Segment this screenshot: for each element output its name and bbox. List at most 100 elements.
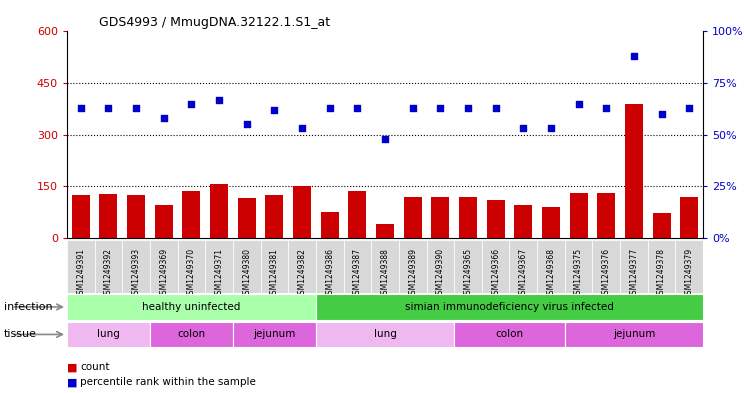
Text: colon: colon xyxy=(177,329,205,340)
Text: GSM1249380: GSM1249380 xyxy=(243,248,251,299)
Text: GSM1249370: GSM1249370 xyxy=(187,248,196,299)
Bar xyxy=(316,321,454,347)
Text: GSM1249376: GSM1249376 xyxy=(602,248,611,299)
Bar xyxy=(565,240,592,293)
Text: simian immunodeficiency virus infected: simian immunodeficiency virus infected xyxy=(405,302,614,312)
Text: percentile rank within the sample: percentile rank within the sample xyxy=(80,377,256,387)
Bar xyxy=(150,240,178,293)
Text: GSM1249382: GSM1249382 xyxy=(298,248,307,299)
Text: GSM1249368: GSM1249368 xyxy=(546,248,556,299)
Text: GSM1249386: GSM1249386 xyxy=(325,248,334,299)
Bar xyxy=(100,194,118,238)
Text: ■: ■ xyxy=(67,377,77,387)
Text: GSM1249367: GSM1249367 xyxy=(519,248,527,299)
Bar xyxy=(205,240,233,293)
Bar xyxy=(321,212,339,238)
Bar xyxy=(67,321,150,347)
Bar xyxy=(316,240,344,293)
Text: tissue: tissue xyxy=(4,329,36,340)
Point xyxy=(324,105,336,111)
Bar xyxy=(233,321,316,347)
Bar xyxy=(150,321,233,347)
Bar xyxy=(570,193,588,238)
Point xyxy=(655,111,667,117)
Bar xyxy=(67,240,94,293)
Bar xyxy=(537,240,565,293)
Point xyxy=(434,105,446,111)
Point xyxy=(517,125,529,132)
Text: GSM1249392: GSM1249392 xyxy=(104,248,113,299)
Bar xyxy=(72,195,90,238)
Bar xyxy=(155,205,173,238)
Text: GSM1249366: GSM1249366 xyxy=(491,248,500,299)
Bar xyxy=(432,196,449,238)
Text: GSM1249381: GSM1249381 xyxy=(270,248,279,299)
Bar xyxy=(178,240,205,293)
Bar xyxy=(94,240,122,293)
Bar xyxy=(266,195,283,238)
Bar xyxy=(233,240,260,293)
Point xyxy=(185,101,197,107)
Bar xyxy=(514,205,532,238)
Bar xyxy=(648,240,676,293)
Point xyxy=(490,105,501,111)
Point xyxy=(158,115,170,121)
Text: GSM1249377: GSM1249377 xyxy=(629,248,638,299)
Bar xyxy=(592,240,620,293)
Bar xyxy=(344,240,371,293)
Bar xyxy=(510,240,537,293)
Bar xyxy=(238,198,256,238)
Bar xyxy=(399,240,426,293)
Text: infection: infection xyxy=(4,302,52,312)
Text: GSM1249391: GSM1249391 xyxy=(77,248,86,299)
Point xyxy=(269,107,280,113)
Bar xyxy=(316,294,703,320)
Text: GSM1249389: GSM1249389 xyxy=(408,248,417,299)
Text: jejunum: jejunum xyxy=(613,329,655,340)
Point xyxy=(351,105,363,111)
Bar xyxy=(454,321,565,347)
Point xyxy=(75,105,87,111)
Point xyxy=(103,105,115,111)
Point xyxy=(130,105,142,111)
Text: GDS4993 / MmugDNA.32122.1.S1_at: GDS4993 / MmugDNA.32122.1.S1_at xyxy=(99,16,330,29)
Text: GSM1249365: GSM1249365 xyxy=(464,248,472,299)
Bar xyxy=(67,294,316,320)
Text: GSM1249375: GSM1249375 xyxy=(574,248,583,299)
Text: GSM1249387: GSM1249387 xyxy=(353,248,362,299)
Bar xyxy=(676,240,703,293)
Point xyxy=(407,105,419,111)
Text: jejunum: jejunum xyxy=(253,329,295,340)
Text: count: count xyxy=(80,362,110,373)
Bar xyxy=(210,184,228,238)
Text: GSM1249369: GSM1249369 xyxy=(159,248,168,299)
Point xyxy=(573,101,585,107)
Bar xyxy=(597,193,615,238)
Bar xyxy=(260,240,288,293)
Bar xyxy=(454,240,482,293)
Text: lung: lung xyxy=(97,329,120,340)
Bar xyxy=(487,200,504,238)
Text: GSM1249393: GSM1249393 xyxy=(132,248,141,299)
Point xyxy=(600,105,612,111)
Bar xyxy=(293,186,311,238)
Bar xyxy=(542,207,560,238)
Text: lung: lung xyxy=(373,329,397,340)
Text: colon: colon xyxy=(496,329,524,340)
Point xyxy=(545,125,557,132)
Bar xyxy=(404,196,422,238)
Bar xyxy=(122,240,150,293)
Bar xyxy=(376,224,394,238)
Text: GSM1249390: GSM1249390 xyxy=(436,248,445,299)
Text: GSM1249388: GSM1249388 xyxy=(380,248,390,299)
Bar xyxy=(625,104,643,238)
Bar xyxy=(426,240,454,293)
Point xyxy=(683,105,695,111)
Point xyxy=(628,53,640,59)
Text: GSM1249378: GSM1249378 xyxy=(657,248,666,299)
Point xyxy=(462,105,474,111)
Bar xyxy=(620,240,648,293)
Point xyxy=(379,136,391,142)
Bar xyxy=(680,196,698,238)
Bar xyxy=(482,240,510,293)
